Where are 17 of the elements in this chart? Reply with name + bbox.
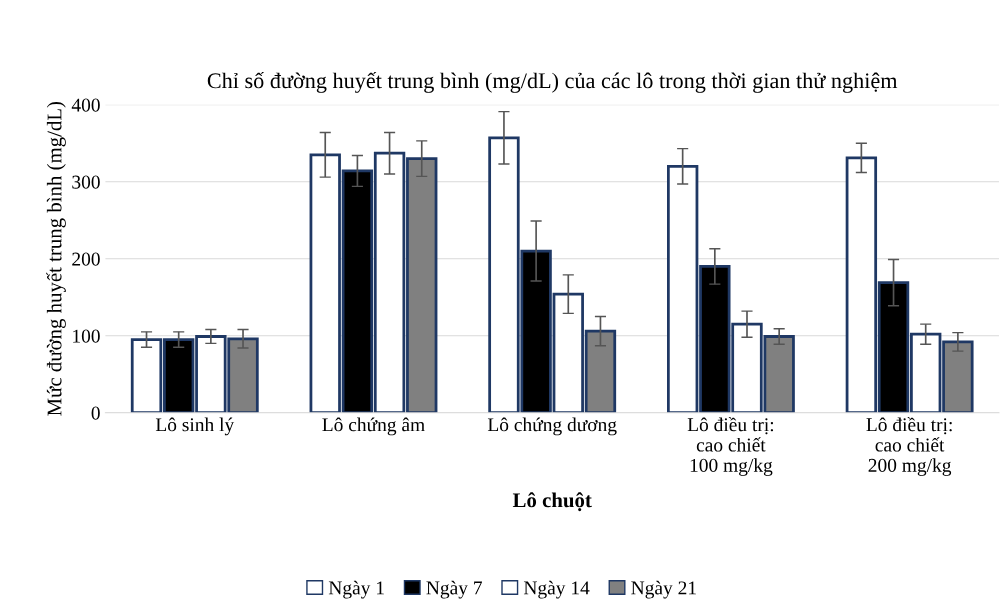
x-axis-title: Lô chuột (512, 492, 592, 512)
legend-label: Ngày 7 (426, 580, 482, 599)
chart-title: Chỉ số đường huyết trung bình (mg/dL) của các lô trong thời gian thử nghiệm (207, 71, 898, 93)
y-tick-label: 100 (73, 329, 100, 343)
y-tick-label: 0 (91, 406, 100, 420)
x-tick-label: Lô điều trị: cao chiết 100 mg/kg (687, 416, 774, 476)
y-tick-label: 300 (72, 175, 100, 189)
legend-label: Ngày 1 (328, 580, 384, 599)
x-tick-label: Lô sinh lý (155, 417, 235, 436)
y-tick-label: 200 (72, 252, 100, 266)
legend-label: Ngày 14 (523, 580, 590, 599)
y-axis-title: Mức đường huyết trung bình (mg/dL) (46, 101, 66, 416)
y-tick-label: 400 (71, 98, 100, 112)
x-tick-label: Lô chứng dương (487, 417, 617, 436)
legend-label: Ngày 21 (631, 580, 696, 599)
x-tick-label: Lô chứng âm (322, 417, 425, 436)
x-tick-label: Lô điều trị: cao chiết 200 mg/kg (866, 416, 952, 476)
